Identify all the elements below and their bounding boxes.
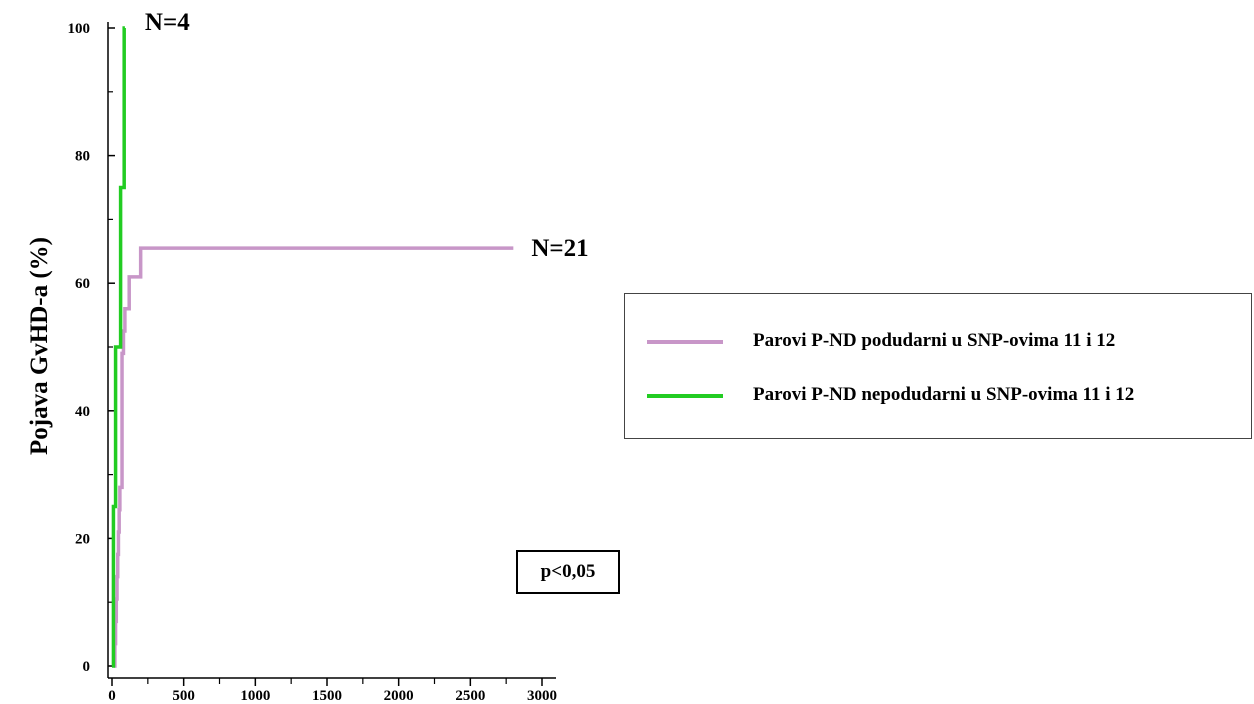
legend-item-mismatched: Parovi P-ND nepodudarni u SNP-ovima 11 i…: [625, 381, 1251, 411]
y-tick-label: 0: [83, 659, 91, 675]
y-tick-label: 80: [75, 149, 90, 165]
x-tick-label: 2000: [384, 688, 414, 704]
legend-swatch-mismatched: [647, 394, 723, 398]
y-axis-label: Pojava GvHD-a (%): [26, 237, 53, 455]
legend-label-mismatched: Parovi P-ND nepodudarni u SNP-ovima 11 i…: [753, 384, 1135, 405]
p-value-annotation: p<0,05: [516, 550, 620, 594]
y-tick-label: 20: [75, 531, 90, 547]
legend-swatch-matched: [647, 340, 723, 344]
x-axis-ticks: 0 500 1000 1500 2000 2500 3000: [108, 678, 557, 704]
y-axis-ticks: 0 20 40 60 80 100: [68, 21, 115, 675]
y-tick-label: 100: [68, 21, 91, 37]
x-tick-label: 1000: [240, 688, 270, 704]
series-line-mismatched: [111, 26, 126, 668]
legend-label-matched: Parovi P-ND podudarni u SNP-ovima 11 i 1…: [753, 330, 1116, 351]
series-layer: N=21 N=4: [111, 9, 589, 668]
legend: Parovi P-ND podudarni u SNP-ovima 11 i 1…: [624, 293, 1252, 439]
y-tick-label: 40: [75, 404, 90, 420]
x-tick-label: 2500: [455, 688, 485, 704]
series-line-matched: [113, 246, 514, 668]
x-tick-label: 0: [108, 688, 116, 704]
x-tick-label: 500: [172, 688, 195, 704]
x-tick-label: 3000: [527, 688, 557, 704]
series-end-label-mismatched: N=4: [145, 9, 190, 36]
x-tick-label: 1500: [312, 688, 342, 704]
y-tick-label: 60: [75, 276, 90, 292]
series-end-label-matched: N=21: [531, 235, 588, 262]
legend-item-matched: Parovi P-ND podudarni u SNP-ovima 11 i 1…: [625, 327, 1251, 357]
